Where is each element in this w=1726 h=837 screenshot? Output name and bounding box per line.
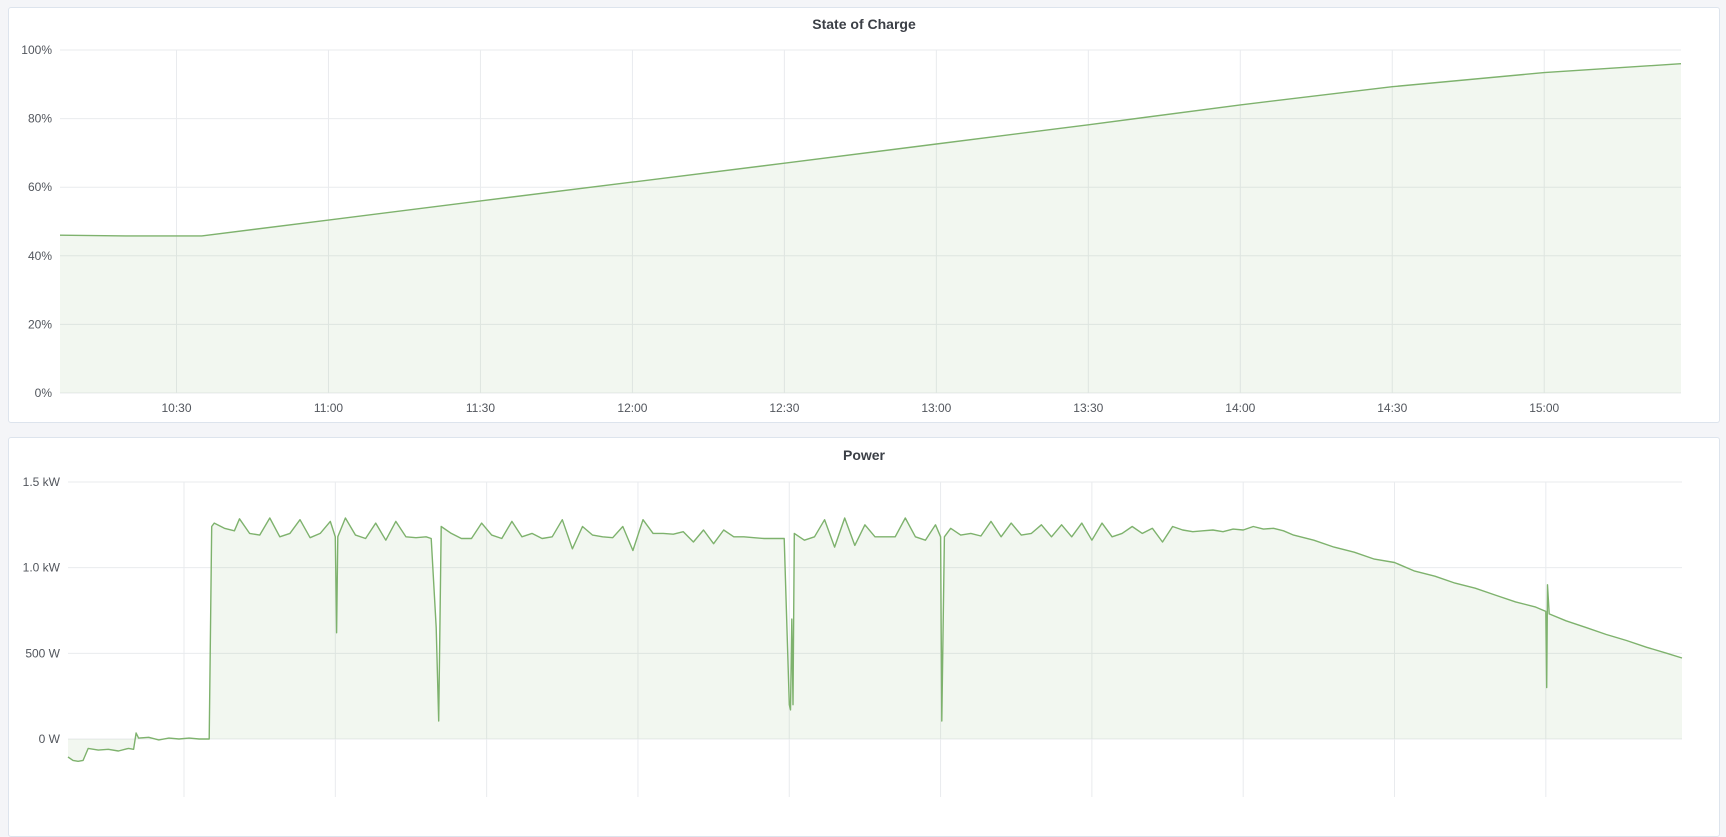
soc-x-tick-label: 13:30 bbox=[1073, 401, 1103, 415]
soc-x-tick-label: 11:30 bbox=[466, 401, 495, 415]
soc-area-fill bbox=[60, 63, 1681, 393]
power-title[interactable]: Power bbox=[842, 447, 885, 463]
power-y-tick-label: 1.5 kW bbox=[23, 475, 61, 489]
state-of-charge-title[interactable]: State of Charge bbox=[812, 16, 916, 32]
soc-x-tick-label: 10:30 bbox=[161, 401, 191, 415]
soc-chart: 0% 20% 40% 60% 80% 100% 10:30 11:00 11:30 12:00 12… bbox=[21, 43, 1682, 415]
power-panel: Power bbox=[8, 437, 1720, 837]
soc-y-tick-label: 0% bbox=[35, 386, 53, 400]
soc-x-tick-label: 14:30 bbox=[1377, 401, 1407, 415]
soc-x-tick-label: 11:00 bbox=[314, 401, 343, 415]
soc-x-tick-label: 14:00 bbox=[1225, 401, 1255, 415]
soc-x-tick-label: 13:00 bbox=[921, 401, 951, 415]
power-y-tick-label: 0 W bbox=[39, 732, 61, 746]
power-y-tick-label: 1.0 kW bbox=[23, 561, 61, 575]
power-chart: 0 W 500 W 1.0 kW 1.5 kW bbox=[23, 475, 1683, 797]
soc-y-tick-label: 60% bbox=[28, 180, 52, 194]
soc-y-tick-label: 20% bbox=[28, 317, 52, 331]
soc-y-tick-label: 100% bbox=[21, 43, 52, 57]
soc-y-tick-label: 40% bbox=[28, 249, 52, 263]
soc-x-tick-label: 12:30 bbox=[769, 401, 799, 415]
soc-y-tick-label: 80% bbox=[28, 112, 52, 126]
power-series-line bbox=[67, 517, 1683, 762]
power-area-fill bbox=[68, 518, 1682, 762]
power-y-tick-label: 500 W bbox=[25, 646, 60, 660]
soc-x-tick-label: 12:00 bbox=[617, 401, 647, 415]
state-of-charge-panel: State of Charge bbox=[8, 7, 1720, 423]
charts-canvas: 0% 20% 40% 60% 80% 100% 10:30 11:00 11:30 12:00 12… bbox=[21, 43, 1683, 797]
soc-series-line bbox=[59, 63, 1682, 237]
soc-x-tick-label: 15:00 bbox=[1529, 401, 1559, 415]
